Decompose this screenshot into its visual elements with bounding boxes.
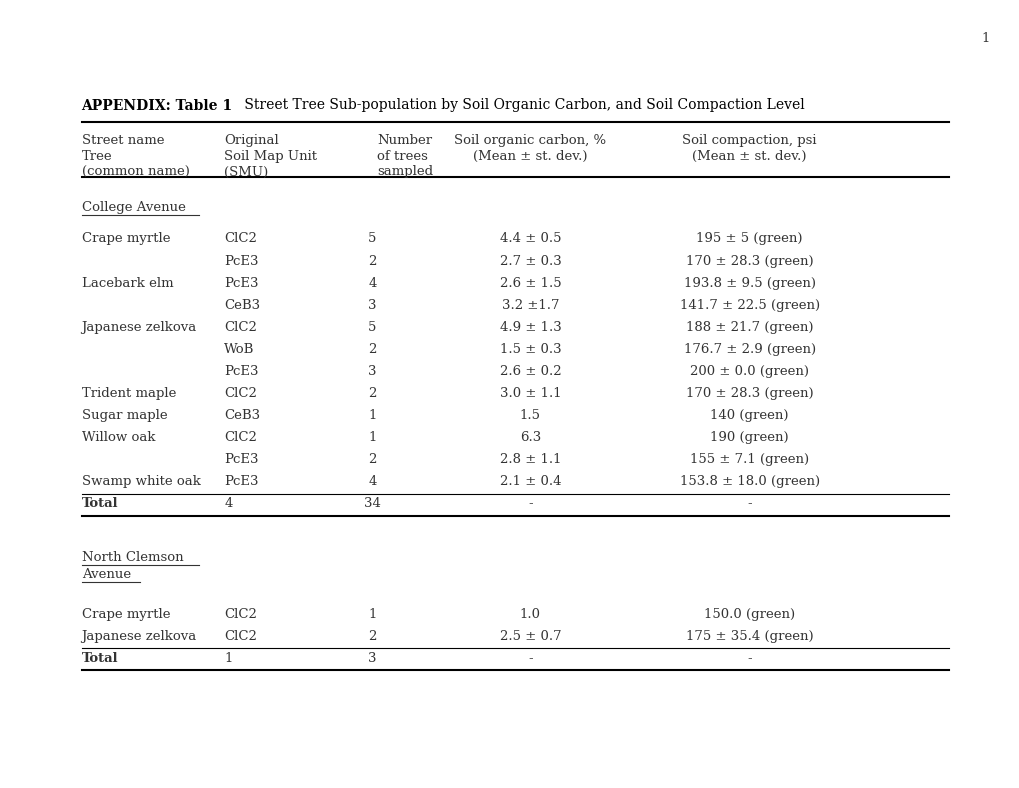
Text: 170 ± 28.3 (green): 170 ± 28.3 (green) — [685, 255, 813, 267]
Text: (common name): (common name) — [82, 165, 190, 178]
Text: 176.7 ± 2.9 (green): 176.7 ± 2.9 (green) — [683, 343, 815, 355]
Text: 6.3: 6.3 — [520, 431, 540, 444]
Text: 1: 1 — [224, 652, 232, 664]
Text: WoB: WoB — [224, 343, 255, 355]
Text: -: - — [528, 497, 532, 510]
Text: CeB3: CeB3 — [224, 299, 260, 311]
Text: 3: 3 — [368, 299, 376, 311]
Text: 2: 2 — [368, 453, 376, 466]
Text: North Clemson: North Clemson — [82, 551, 183, 563]
Text: Number: Number — [377, 134, 432, 147]
Text: -: - — [747, 497, 751, 510]
Text: 1.5: 1.5 — [520, 409, 540, 422]
Text: ClC2: ClC2 — [224, 431, 257, 444]
Text: 153.8 ± 18.0 (green): 153.8 ± 18.0 (green) — [679, 475, 819, 488]
Text: PcE3: PcE3 — [224, 277, 259, 289]
Text: 2: 2 — [368, 343, 376, 355]
Text: -: - — [528, 652, 532, 664]
Text: 3: 3 — [368, 365, 376, 377]
Text: Crape myrtle: Crape myrtle — [82, 608, 170, 620]
Text: sampled: sampled — [377, 165, 433, 178]
Text: 4.4 ± 0.5: 4.4 ± 0.5 — [499, 232, 560, 245]
Text: College Avenue: College Avenue — [82, 201, 185, 214]
Text: 1: 1 — [368, 431, 376, 444]
Text: 2: 2 — [368, 387, 376, 400]
Text: Willow oak: Willow oak — [82, 431, 155, 444]
Text: (SMU): (SMU) — [224, 165, 268, 178]
Text: Sugar maple: Sugar maple — [82, 409, 167, 422]
Text: 2.5 ± 0.7: 2.5 ± 0.7 — [499, 630, 560, 642]
Text: APPENDIX: Table 1: APPENDIX: Table 1 — [82, 98, 232, 113]
Text: 4: 4 — [368, 475, 376, 488]
Text: Lacebark elm: Lacebark elm — [82, 277, 173, 289]
Text: 1: 1 — [368, 608, 376, 620]
Text: Japanese zelkova: Japanese zelkova — [82, 630, 197, 642]
Text: Soil Map Unit: Soil Map Unit — [224, 150, 317, 162]
Text: Total: Total — [82, 652, 118, 664]
Text: 200 ± 0.0 (green): 200 ± 0.0 (green) — [690, 365, 808, 377]
Text: Swamp white oak: Swamp white oak — [82, 475, 201, 488]
Text: 155 ± 7.1 (green): 155 ± 7.1 (green) — [690, 453, 808, 466]
Text: 150.0 (green): 150.0 (green) — [703, 608, 795, 620]
Text: -: - — [747, 652, 751, 664]
Text: 2: 2 — [368, 255, 376, 267]
Text: 4: 4 — [368, 277, 376, 289]
Text: 3: 3 — [368, 652, 376, 664]
Text: Street name: Street name — [82, 134, 164, 147]
Text: PcE3: PcE3 — [224, 365, 259, 377]
Text: 1: 1 — [368, 409, 376, 422]
Text: Japanese zelkova: Japanese zelkova — [82, 321, 197, 333]
Text: 2.1 ± 0.4: 2.1 ± 0.4 — [499, 475, 560, 488]
Text: Tree: Tree — [82, 150, 112, 162]
Text: 2.6 ± 0.2: 2.6 ± 0.2 — [499, 365, 560, 377]
Text: Avenue: Avenue — [82, 568, 130, 581]
Text: 195 ± 5 (green): 195 ± 5 (green) — [696, 232, 802, 245]
Text: 170 ± 28.3 (green): 170 ± 28.3 (green) — [685, 387, 813, 400]
Text: 190 (green): 190 (green) — [709, 431, 789, 444]
Text: 175 ± 35.4 (green): 175 ± 35.4 (green) — [685, 630, 813, 642]
Text: Soil organic carbon, %: Soil organic carbon, % — [453, 134, 606, 147]
Text: Soil compaction, psi: Soil compaction, psi — [682, 134, 816, 147]
Text: 4: 4 — [224, 497, 232, 510]
Text: 34: 34 — [364, 497, 380, 510]
Text: ClC2: ClC2 — [224, 608, 257, 620]
Text: 4.9 ± 1.3: 4.9 ± 1.3 — [499, 321, 560, 333]
Text: ClC2: ClC2 — [224, 630, 257, 642]
Text: 1.5 ± 0.3: 1.5 ± 0.3 — [499, 343, 560, 355]
Text: 3.0 ± 1.1: 3.0 ± 1.1 — [499, 387, 560, 400]
Text: of trees: of trees — [377, 150, 428, 162]
Text: PcE3: PcE3 — [224, 255, 259, 267]
Text: 193.8 ± 9.5 (green): 193.8 ± 9.5 (green) — [683, 277, 815, 289]
Text: 141.7 ± 22.5 (green): 141.7 ± 22.5 (green) — [679, 299, 819, 311]
Text: 2: 2 — [368, 630, 376, 642]
Text: ClC2: ClC2 — [224, 232, 257, 245]
Text: Trident maple: Trident maple — [82, 387, 176, 400]
Text: 5: 5 — [368, 232, 376, 245]
Text: 1.0: 1.0 — [520, 608, 540, 620]
Text: 1: 1 — [980, 32, 988, 44]
Text: 2.7 ± 0.3: 2.7 ± 0.3 — [499, 255, 560, 267]
Text: (Mean ± st. dev.): (Mean ± st. dev.) — [473, 150, 587, 162]
Text: 2.8 ± 1.1: 2.8 ± 1.1 — [499, 453, 560, 466]
Text: 188 ± 21.7 (green): 188 ± 21.7 (green) — [686, 321, 813, 333]
Text: ClC2: ClC2 — [224, 387, 257, 400]
Text: Street Tree Sub-population by Soil Organic Carbon, and Soil Compaction Level: Street Tree Sub-population by Soil Organ… — [239, 98, 804, 113]
Text: 140 (green): 140 (green) — [710, 409, 788, 422]
Text: CeB3: CeB3 — [224, 409, 260, 422]
Text: (Mean ± st. dev.): (Mean ± st. dev.) — [692, 150, 806, 162]
Text: Crape myrtle: Crape myrtle — [82, 232, 170, 245]
Text: 2.6 ± 1.5: 2.6 ± 1.5 — [499, 277, 560, 289]
Text: PcE3: PcE3 — [224, 453, 259, 466]
Text: 5: 5 — [368, 321, 376, 333]
Text: PcE3: PcE3 — [224, 475, 259, 488]
Text: Total: Total — [82, 497, 118, 510]
Text: ClC2: ClC2 — [224, 321, 257, 333]
Text: Original: Original — [224, 134, 279, 147]
Text: 3.2 ±1.7: 3.2 ±1.7 — [501, 299, 558, 311]
